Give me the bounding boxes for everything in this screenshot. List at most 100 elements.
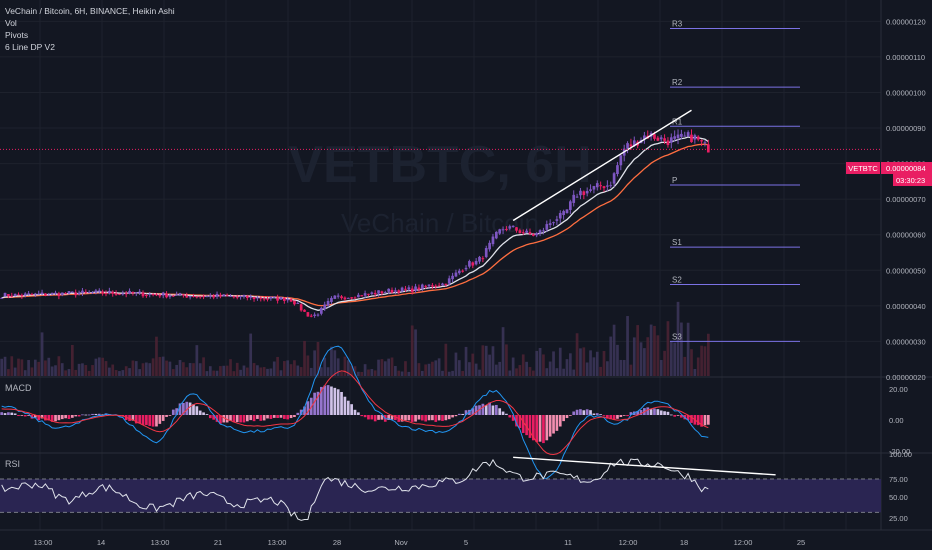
legend-volume[interactable]: Vol: [5, 18, 17, 28]
macd-histogram-bar: [457, 413, 461, 415]
candle-body: [188, 296, 192, 298]
candle-body: [178, 293, 182, 295]
legend-dp-lines[interactable]: 6 Line DP V2: [5, 42, 55, 52]
volume-bar: [225, 365, 229, 376]
volume-bar: [118, 371, 121, 376]
macd-histogram-bar: [582, 410, 586, 415]
volume-bar: [451, 370, 454, 376]
candle-body: [27, 293, 30, 295]
candle-body: [296, 302, 300, 304]
volume-bar: [138, 369, 141, 376]
volume-bar: [676, 301, 680, 376]
macd-histogram-bar: [686, 415, 690, 421]
candle-body: [666, 140, 670, 146]
candle-body: [569, 201, 572, 210]
candle-body: [700, 140, 703, 142]
candle-body: [387, 288, 390, 292]
candle-body: [141, 292, 145, 297]
macd-histogram-bar: [531, 415, 535, 441]
volume-bar: [155, 336, 158, 376]
volume-bar: [505, 344, 508, 376]
rsi-tick-label: 75.00: [889, 475, 908, 484]
candle-body: [653, 134, 656, 139]
candle-body: [360, 295, 364, 297]
candle-body: [558, 213, 562, 219]
macd-histogram-bar: [484, 405, 488, 415]
candle-body: [505, 228, 508, 230]
trend-line[interactable]: [512, 109, 692, 222]
macd-histogram-bar: [498, 408, 502, 415]
pivot-label-r2: R2: [672, 78, 683, 87]
volume-bar: [360, 371, 364, 376]
candle-body: [521, 232, 525, 234]
candle-body: [690, 134, 693, 143]
volume-bar: [215, 370, 219, 376]
volume-bar: [128, 368, 131, 376]
legend-symbol[interactable]: VeChain / Bitcoin, 6H, BINANCE, Heikin A…: [5, 6, 175, 16]
candle-body: [659, 137, 663, 140]
legend-pivots[interactable]: Pivots: [5, 30, 28, 40]
volume-bar: [693, 369, 697, 376]
rsi-divergence-line[interactable]: [513, 456, 776, 476]
rsi-tick-label: 25.00: [889, 514, 908, 523]
macd-histogram-bar: [616, 415, 619, 419]
volume-bar: [606, 361, 609, 376]
macd-histogram-bar: [653, 408, 656, 415]
volume-bar: [343, 356, 347, 376]
candle-body: [10, 295, 14, 297]
candle-body: [367, 293, 370, 295]
volume-bar: [232, 371, 236, 376]
macd-histogram-bar: [198, 410, 202, 415]
volume-bar: [434, 360, 438, 376]
candle-body: [619, 155, 623, 166]
volume-bar: [424, 364, 428, 376]
volume-bar: [235, 362, 239, 376]
pivot-label-p: P: [672, 176, 677, 185]
macd-histogram-bar: [673, 415, 677, 417]
macd-histogram-bar: [239, 415, 242, 423]
volume-bar: [50, 366, 54, 376]
volume-bar: [616, 344, 619, 376]
time-tick-label: 14: [97, 538, 105, 547]
volume-bar: [10, 356, 14, 376]
macd-histogram-bar: [235, 415, 239, 423]
macd-histogram-bar: [74, 415, 78, 417]
macd-histogram-bar: [609, 415, 613, 420]
rsi-axis[interactable]: 100.00 75.00 50.00 25.00: [889, 450, 912, 523]
macd-histogram-bar: [548, 415, 552, 437]
volume-bar: [518, 365, 522, 376]
candle-body: [451, 275, 454, 280]
macd-axis[interactable]: 20.00 0.00 -20.00: [889, 385, 910, 456]
macd-histogram-bar: [13, 413, 17, 415]
volume-bar: [40, 332, 44, 376]
macd-tick-label: 20.00: [889, 385, 908, 394]
pivot-label-s2: S2: [672, 276, 682, 285]
candle-body: [235, 296, 239, 298]
time-tick-label: 18: [680, 538, 688, 547]
candle-body: [663, 138, 666, 141]
candle-body: [57, 293, 61, 297]
volume-bar: [145, 362, 148, 376]
candle-body: [192, 296, 195, 298]
macd-histogram-bar: [350, 404, 353, 415]
candle-body: [468, 261, 471, 267]
candle-body: [299, 304, 303, 311]
volume-bar: [131, 360, 135, 376]
macd-histogram-bar: [377, 415, 380, 420]
macd-histogram-bar: [188, 402, 192, 415]
candle-body: [592, 186, 596, 190]
macd-histogram-bar: [363, 415, 367, 418]
candle-body: [457, 270, 461, 274]
macd-histogram-bar: [639, 410, 643, 415]
macd-signal-line: [1, 370, 709, 456]
volume-bar: [97, 357, 101, 376]
volume-bar: [316, 341, 320, 376]
macd-histogram-bar: [414, 415, 417, 422]
ma-white-line: [1, 136, 709, 311]
macd-histogram-bar: [212, 415, 216, 420]
macd-histogram-bar: [232, 415, 236, 423]
candle-body: [350, 297, 353, 299]
symbol-tag-bg: [846, 162, 880, 174]
time-axis[interactable]: 13:00 14 13:00 21 13:00 28 Nov 5 11 12:00 18 12:00 2…: [34, 538, 806, 547]
